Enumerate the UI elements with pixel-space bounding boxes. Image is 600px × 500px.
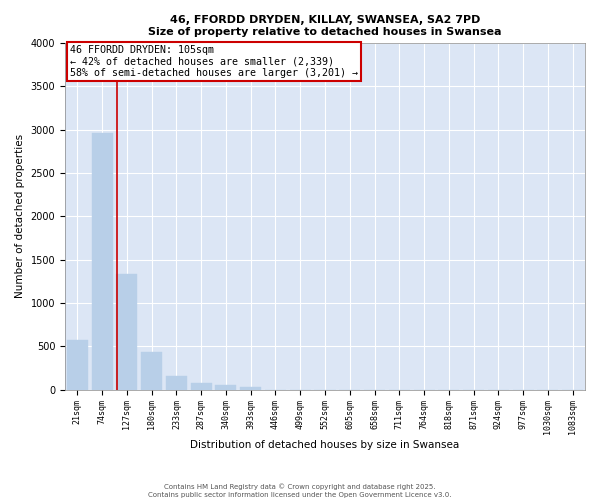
Bar: [141, 352, 162, 390]
Bar: [116, 274, 137, 390]
Title: 46, FFORDD DRYDEN, KILLAY, SWANSEA, SA2 7PD
Size of property relative to detache: 46, FFORDD DRYDEN, KILLAY, SWANSEA, SA2 …: [148, 15, 502, 36]
Bar: [191, 383, 212, 390]
X-axis label: Distribution of detached houses by size in Swansea: Distribution of detached houses by size …: [190, 440, 460, 450]
Bar: [92, 133, 113, 390]
Bar: [240, 387, 261, 390]
Y-axis label: Number of detached properties: Number of detached properties: [15, 134, 25, 298]
Bar: [215, 386, 236, 390]
Bar: [166, 376, 187, 390]
Text: 46 FFORDD DRYDEN: 105sqm
← 42% of detached houses are smaller (2,339)
58% of sem: 46 FFORDD DRYDEN: 105sqm ← 42% of detach…: [70, 44, 358, 78]
Bar: [67, 340, 88, 390]
Text: Contains HM Land Registry data © Crown copyright and database right 2025.
Contai: Contains HM Land Registry data © Crown c…: [148, 484, 452, 498]
